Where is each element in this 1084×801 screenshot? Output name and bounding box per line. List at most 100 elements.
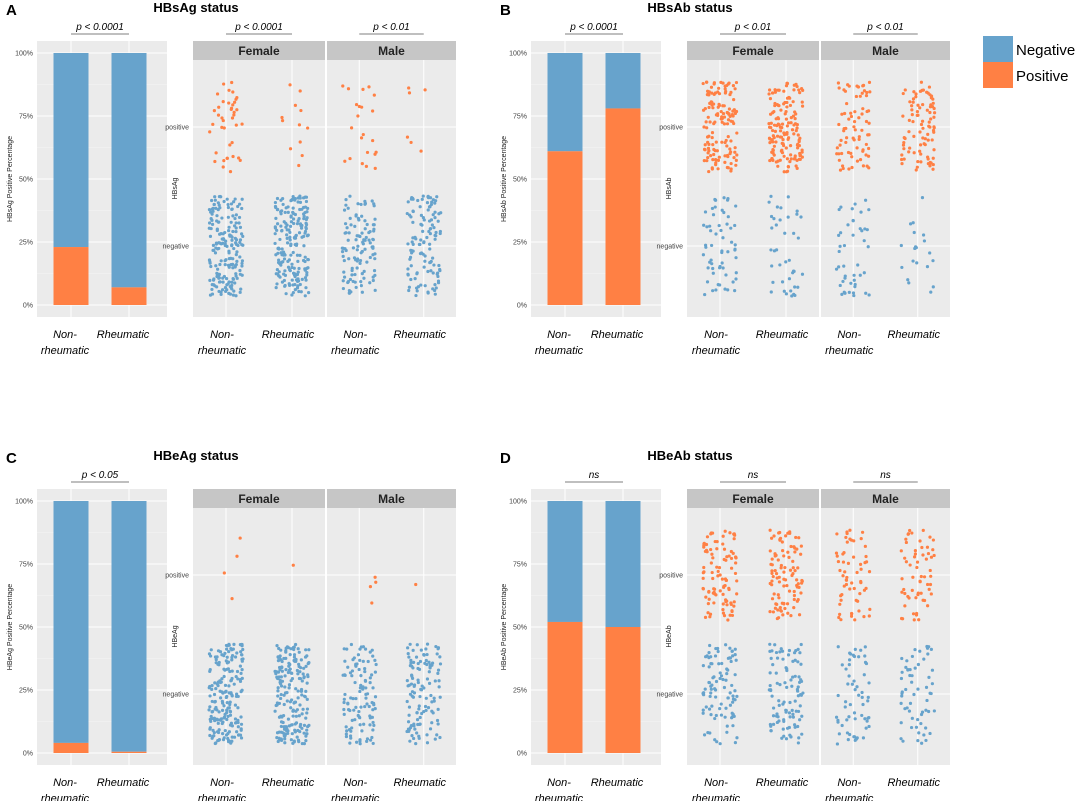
point-positive (721, 104, 725, 108)
point-positive (925, 90, 929, 94)
point-negative (735, 694, 739, 698)
point-positive (852, 119, 857, 124)
point-negative (284, 646, 288, 650)
point-positive (769, 112, 773, 116)
point-positive (706, 146, 711, 150)
point-negative (298, 200, 303, 204)
point-negative (784, 666, 788, 670)
point-positive (716, 158, 721, 162)
bar-positive (53, 247, 89, 305)
point-positive (839, 138, 843, 142)
point-negative (359, 251, 363, 255)
point-positive (288, 147, 293, 151)
point-positive (900, 157, 904, 162)
legend-swatch (983, 62, 1013, 88)
point-negative (728, 691, 732, 695)
point-negative (788, 733, 792, 737)
point-negative (733, 673, 737, 677)
point-negative (216, 739, 220, 743)
point-positive (915, 109, 920, 114)
point-negative (406, 646, 410, 650)
point-positive (364, 164, 369, 169)
point-negative (230, 653, 235, 658)
point-negative (786, 195, 790, 199)
point-negative (229, 679, 233, 683)
point-negative (225, 197, 229, 201)
point-negative (857, 655, 861, 659)
point-negative (216, 267, 220, 271)
point-negative (350, 273, 354, 277)
point-negative (305, 681, 309, 685)
point-positive (915, 565, 919, 570)
point-negative (303, 195, 307, 199)
point-negative (209, 216, 213, 221)
point-negative (210, 683, 214, 688)
point-negative (414, 742, 418, 746)
point-positive (867, 121, 871, 125)
point-negative (350, 669, 355, 673)
point-negative (859, 210, 863, 214)
jitter-x-label: Rheumatic (393, 777, 446, 789)
point-negative (438, 655, 442, 659)
point-negative (342, 270, 346, 274)
jitter-x-label: Rheumatic (756, 329, 809, 341)
point-positive (920, 119, 925, 123)
point-negative (227, 649, 231, 654)
point-negative (346, 206, 350, 210)
point-negative (232, 682, 236, 686)
point-negative (364, 235, 368, 240)
point-negative (422, 265, 426, 269)
point-negative (209, 654, 213, 658)
point-positive (770, 569, 774, 573)
point-positive (796, 582, 800, 586)
point-negative (239, 671, 243, 676)
point-positive (784, 146, 788, 150)
point-negative (928, 731, 932, 736)
point-negative (300, 741, 304, 746)
point-negative (210, 198, 214, 203)
point-positive (782, 102, 786, 106)
point-negative (215, 285, 219, 289)
point-positive (222, 126, 226, 130)
point-negative (305, 732, 309, 736)
point-negative (434, 230, 438, 235)
point-positive (864, 119, 869, 124)
point-negative (370, 199, 374, 203)
point-negative (421, 229, 425, 233)
point-positive (912, 90, 916, 94)
point-negative (279, 675, 283, 679)
point-negative (425, 733, 429, 737)
point-negative (224, 659, 228, 663)
point-positive (704, 595, 708, 599)
facet-strip-label: Male (378, 44, 405, 58)
point-positive (914, 168, 918, 172)
point-positive (917, 618, 921, 622)
point-negative (846, 682, 850, 686)
point-positive (902, 157, 906, 161)
point-negative (218, 206, 222, 210)
point-positive (298, 140, 302, 144)
point-positive (777, 596, 781, 600)
point-positive (795, 158, 799, 162)
point-negative (438, 695, 442, 699)
point-negative (796, 709, 801, 714)
point-negative (226, 736, 230, 741)
point-negative (296, 728, 300, 733)
point-negative (302, 214, 306, 218)
panel-title: HBeAb status (647, 448, 732, 463)
point-negative (304, 199, 309, 204)
point-positive (232, 113, 236, 117)
bar-y-tick-label: 50% (19, 625, 33, 632)
point-negative (276, 222, 280, 226)
point-positive (913, 548, 917, 553)
point-negative (728, 703, 733, 707)
point-negative (239, 287, 243, 291)
point-positive (867, 570, 872, 574)
point-negative (925, 265, 930, 269)
point-negative (771, 714, 776, 718)
point-positive (910, 108, 914, 112)
point-negative (240, 197, 244, 201)
legend-label: Positive (1016, 68, 1069, 85)
point-positive (300, 153, 304, 158)
point-negative (221, 280, 225, 284)
